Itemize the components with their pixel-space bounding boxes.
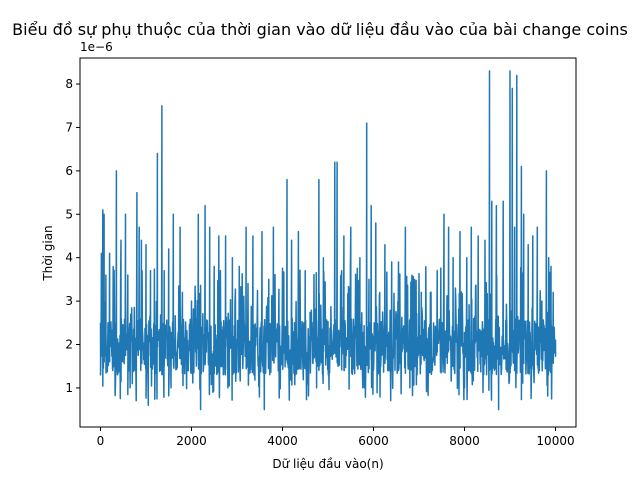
plot-area: 0 2000 4000 6000 8000 10000 1 2 3 4 5 6 7 8 [65, 57, 577, 448]
y-tick-label: 6 [65, 164, 73, 178]
x-tick-label: 8000 [449, 434, 480, 448]
y-tick-label: 3 [65, 294, 73, 308]
chart-title: Biểu đồ sự phụ thuộc của thời gian vào d… [12, 20, 628, 39]
x-tick-label: 6000 [358, 434, 389, 448]
x-tick-label: 2000 [176, 434, 207, 448]
y-tick-label: 7 [65, 120, 73, 134]
y-axis-label: Thời gian [41, 225, 55, 281]
y-tick-label: 1 [65, 381, 73, 395]
x-axis-label: Dữ liệu đầu vào(n) [272, 457, 383, 471]
y-tick-label: 2 [65, 338, 73, 352]
y-tick-label: 4 [65, 251, 73, 265]
y-offset-label: 1e−6 [80, 40, 113, 54]
x-tick-label: 0 [97, 434, 105, 448]
x-tick-label: 10000 [536, 434, 574, 448]
axes-frame [79, 57, 577, 428]
y-tick-label: 5 [65, 207, 73, 221]
y-tick-label: 8 [65, 77, 73, 91]
x-tick-label: 4000 [267, 434, 298, 448]
series-line [99, 70, 557, 411]
